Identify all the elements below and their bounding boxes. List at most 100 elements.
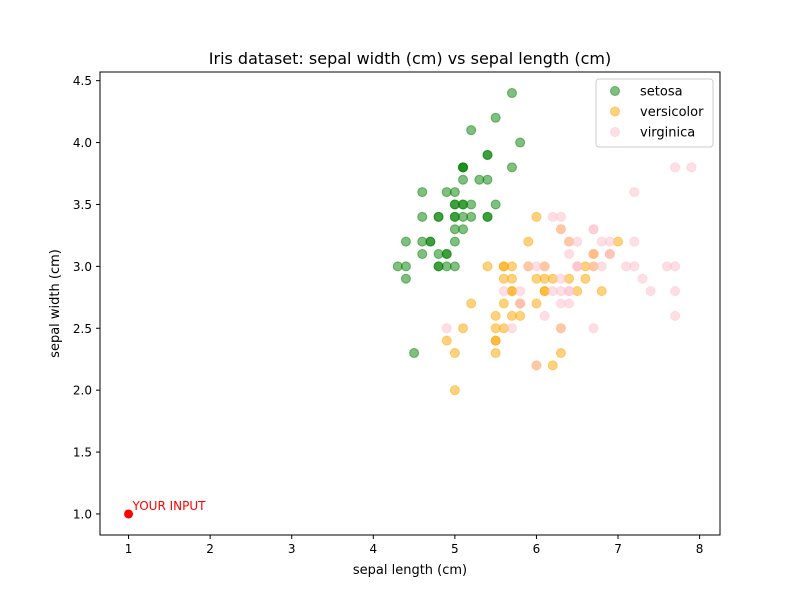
data-point <box>409 348 420 359</box>
data-point <box>506 273 517 284</box>
data-point <box>596 236 607 247</box>
y-tick-label: 4.5 <box>73 74 92 88</box>
axes-frame <box>99 71 721 536</box>
data-point <box>482 211 493 222</box>
y-axis-ticks: 1.0 1.5 2.0 2.5 3.0 3.5 4.0 4.5 <box>73 74 100 521</box>
x-tick-label: 3 <box>288 542 296 556</box>
data-point <box>449 261 460 272</box>
legend: setosa versicolor virginica <box>595 78 714 148</box>
data-point <box>425 236 436 247</box>
data-point <box>458 211 469 222</box>
data-point <box>629 261 640 272</box>
y-tick-label: 3.5 <box>73 198 92 212</box>
data-point <box>686 162 697 173</box>
data-point <box>449 187 460 198</box>
data-point <box>580 273 591 284</box>
series-virginica <box>441 162 697 371</box>
data-point <box>400 261 411 272</box>
data-point <box>482 261 493 272</box>
data-point <box>433 261 444 272</box>
data-point <box>572 236 583 247</box>
data-point <box>670 261 681 272</box>
data-point <box>474 174 485 185</box>
data-point <box>604 248 615 259</box>
x-tick-label: 4 <box>369 542 377 556</box>
x-axis-label: sepal length (cm) <box>353 563 467 578</box>
x-axis-ticks: 1 2 3 4 5 6 7 8 <box>125 535 704 556</box>
data-point <box>596 261 607 272</box>
legend-marker-versicolor <box>610 106 620 117</box>
data-point <box>515 298 526 309</box>
data-point <box>441 323 452 334</box>
data-point <box>531 211 542 222</box>
data-point <box>441 335 452 346</box>
legend-label-virginica: virginica <box>640 126 695 141</box>
data-point <box>490 323 501 334</box>
x-tick-label: 2 <box>206 542 214 556</box>
data-point <box>466 125 477 136</box>
data-point <box>449 348 460 359</box>
data-point <box>572 261 583 272</box>
data-point <box>449 385 460 396</box>
data-point <box>555 286 566 297</box>
data-point <box>531 273 542 284</box>
data-point <box>400 236 411 247</box>
y-tick-label: 4.0 <box>73 136 92 150</box>
chart-title: Iris dataset: sepal width (cm) vs sepal … <box>209 49 611 68</box>
legend-marker-setosa <box>610 86 620 96</box>
data-point <box>490 199 501 210</box>
data-point <box>417 211 428 222</box>
data-point <box>547 360 558 371</box>
data-point <box>417 236 428 247</box>
data-point <box>555 298 566 309</box>
series-setosa <box>392 88 526 359</box>
data-point <box>531 360 542 371</box>
data-point <box>441 261 452 272</box>
data-point <box>547 211 558 222</box>
points-layer <box>392 88 697 396</box>
data-point <box>555 273 566 284</box>
data-point <box>604 236 615 247</box>
data-point <box>555 323 566 334</box>
data-point <box>670 162 681 173</box>
your-input-point <box>124 509 134 519</box>
data-point <box>433 211 444 222</box>
data-point <box>588 323 599 334</box>
data-point <box>441 248 452 259</box>
data-point <box>400 273 411 284</box>
data-point <box>449 224 460 235</box>
data-point <box>670 310 681 321</box>
data-point <box>458 224 469 235</box>
x-tick-label: 8 <box>696 542 704 556</box>
highlight-layer: YOUR INPUT <box>124 499 207 519</box>
data-point <box>588 248 599 259</box>
data-point <box>515 286 526 297</box>
data-point <box>449 236 460 247</box>
legend-marker-virginica <box>610 127 620 137</box>
data-point <box>490 348 501 359</box>
data-point <box>629 236 640 247</box>
your-input-label: YOUR INPUT <box>132 499 207 513</box>
data-point <box>564 273 575 284</box>
data-point <box>482 174 493 185</box>
data-point <box>670 286 681 297</box>
data-point <box>506 323 517 334</box>
data-point <box>506 162 517 173</box>
data-point <box>539 310 550 321</box>
data-point <box>506 261 517 272</box>
data-point <box>515 310 526 321</box>
data-point <box>564 248 575 259</box>
data-point <box>498 298 509 309</box>
y-tick-label: 3.0 <box>73 260 92 274</box>
data-point <box>523 261 534 272</box>
y-tick-label: 2.0 <box>73 384 92 398</box>
data-point <box>515 137 526 148</box>
data-point <box>588 224 599 235</box>
data-point <box>564 298 575 309</box>
data-point <box>449 199 460 210</box>
data-point <box>564 286 575 297</box>
data-point <box>564 236 575 247</box>
data-point <box>555 348 566 359</box>
data-point <box>449 211 460 222</box>
